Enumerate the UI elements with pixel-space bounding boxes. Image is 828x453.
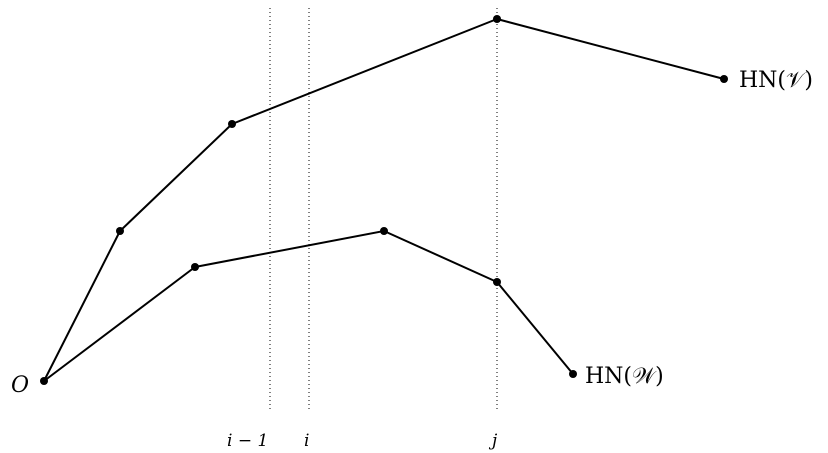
lower-vertex (191, 263, 199, 271)
lower-vertex (493, 278, 501, 286)
guide-label-j: j (488, 431, 498, 451)
lower-vertex (380, 227, 388, 235)
upper-vertex (116, 227, 124, 235)
upper-vertex (720, 75, 728, 83)
upper-polygon-line (43, 18, 725, 382)
lower-polygon-line (43, 230, 574, 382)
guide-label-i: i (304, 431, 309, 451)
origin-label: O (11, 373, 29, 398)
upper-polygon-label: HN(𝒱) (739, 68, 813, 93)
guide-label-i-minus-1: i − 1 (227, 431, 268, 451)
upper-vertex (493, 15, 501, 23)
origin-vertex (40, 377, 48, 385)
lower-vertex (569, 370, 577, 378)
upper-vertex (228, 120, 236, 128)
lower-polygon-label: HN(𝒲) (585, 364, 664, 389)
